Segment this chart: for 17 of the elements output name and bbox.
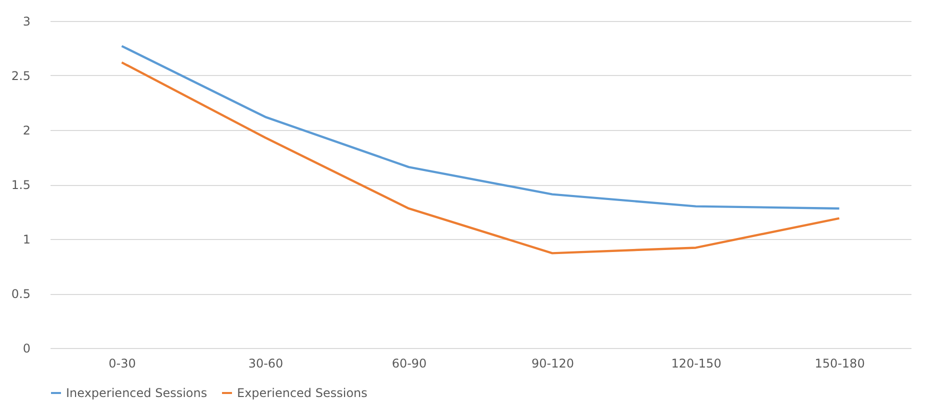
x-tick-label: 120-150	[671, 356, 722, 370]
legend-label: Experienced Sessions	[237, 386, 368, 400]
line-series	[120, 44, 840, 210]
x-tick-label: 0-30	[108, 356, 136, 370]
line-series	[120, 61, 840, 254]
x-tick-label: 60-90	[392, 356, 427, 370]
legend-label: Inexperienced Sessions	[66, 386, 208, 400]
y-tick-label: 2.5	[11, 69, 30, 83]
y-tick-label: 3	[22, 14, 30, 28]
y-tick-label: 2	[22, 124, 30, 138]
x-tick-label: 150-180	[814, 356, 865, 370]
y-tick-label: 1.5	[11, 178, 30, 192]
x-tick-label: 90-120	[531, 356, 574, 370]
y-tick-label: 0	[22, 342, 30, 356]
y-tick-label: 1	[22, 232, 30, 246]
y-tick-label: 0.5	[11, 287, 30, 301]
x-tick-label: 30-60	[248, 356, 284, 370]
